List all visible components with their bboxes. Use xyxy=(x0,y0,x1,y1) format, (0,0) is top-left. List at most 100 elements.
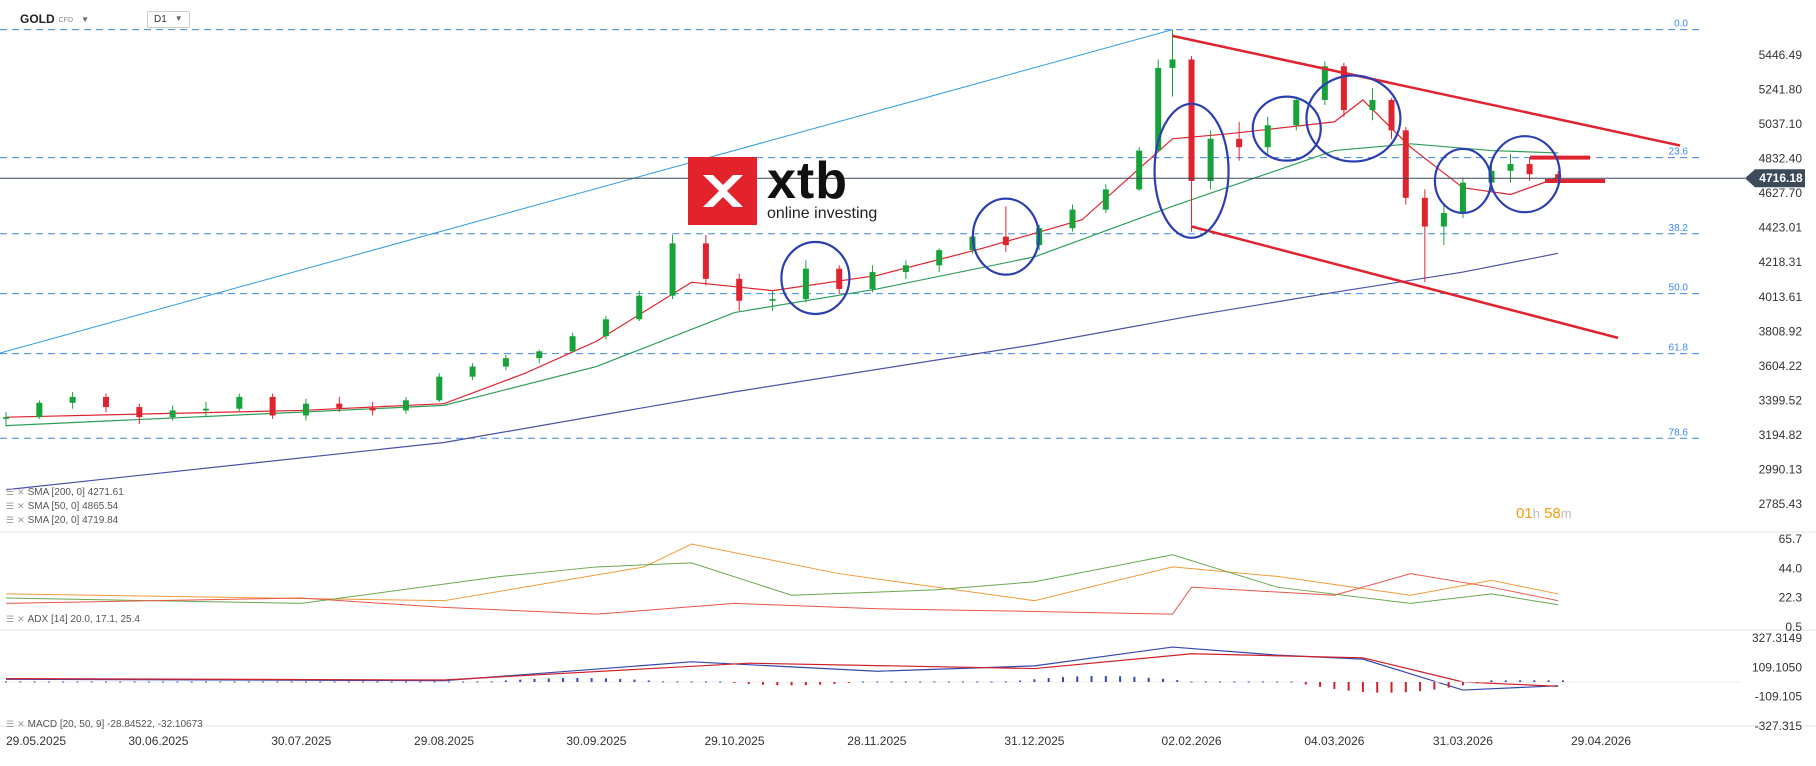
fib-level-label: 50.0 xyxy=(1669,283,1689,294)
brand-name: xtb xyxy=(767,152,848,210)
candle-body xyxy=(269,396,276,416)
price-tick-label: 3808.92 xyxy=(1759,324,1803,338)
macd-histogram-bar xyxy=(1133,676,1136,682)
macd-histogram-bar xyxy=(1376,682,1379,693)
candle-body xyxy=(202,408,209,411)
fib-trend-line xyxy=(0,29,1173,354)
price-tick-label: 3604.22 xyxy=(1759,359,1803,373)
macd-histogram-bar xyxy=(319,681,322,683)
macd-histogram-bar xyxy=(1204,681,1207,683)
list-icon[interactable]: ☰ xyxy=(6,501,15,511)
macd-histogram-bar xyxy=(1119,676,1122,682)
close-icon[interactable]: ✕ xyxy=(17,515,25,525)
candle-body xyxy=(1388,99,1395,131)
macd-histogram-bar xyxy=(1176,680,1179,682)
fib-level-label: 78.6 xyxy=(1669,427,1689,438)
price-tick-label: 3194.82 xyxy=(1759,428,1803,442)
macd-histogram-bar xyxy=(1461,682,1464,686)
chevron-down-icon[interactable]: ▼ xyxy=(174,13,183,23)
price-tick-label: 3399.52 xyxy=(1759,393,1803,407)
close-icon[interactable]: ✕ xyxy=(17,487,25,497)
macd-histogram-bar xyxy=(433,681,436,683)
symbol-sub-label: CFD xyxy=(58,17,74,24)
countdown-h-unit: h xyxy=(1532,506,1540,521)
sma200-legend[interactable]: ☰ ✕ SMA [200, 0] 4271.61 xyxy=(6,487,124,498)
price-tick-label: 2785.43 xyxy=(1759,497,1803,511)
sma20-legend[interactable]: ☰ ✕ SMA [20, 0] 4719.84 xyxy=(6,515,118,526)
candle-body xyxy=(1421,197,1428,227)
adx-tick-label: 65.7 xyxy=(1779,532,1803,546)
macd-histogram-bar xyxy=(562,678,565,682)
fib-level-label: 23.6 xyxy=(1669,147,1689,158)
timeframe-label: D1 xyxy=(153,13,167,25)
list-icon[interactable]: ☰ xyxy=(6,614,15,624)
macd-histogram-bar xyxy=(662,681,665,683)
macd-histogram-bar xyxy=(419,681,422,683)
macd-histogram-bar xyxy=(1019,680,1022,682)
candle-body xyxy=(569,336,576,352)
candle-body xyxy=(902,265,909,273)
macd-histogram-bar xyxy=(104,681,107,683)
candle-body xyxy=(1002,236,1009,246)
macd-histogram-bar xyxy=(447,681,450,683)
candle-body xyxy=(636,295,643,320)
adx-legend-text: ADX [14] 20.0, 17.1, 25.4 xyxy=(27,614,140,625)
macd-histogram-bar xyxy=(1476,682,1479,683)
channel-upper-line xyxy=(1172,34,1681,147)
close-icon[interactable]: ✕ xyxy=(17,719,25,729)
close-icon[interactable]: ✕ xyxy=(17,501,25,511)
di-plus-line xyxy=(5,554,1559,606)
macd-histogram-bar xyxy=(976,681,979,683)
macd-histogram-bar xyxy=(1504,680,1507,682)
macd-line xyxy=(5,646,1559,691)
price-tick-label: 4832.40 xyxy=(1759,152,1803,166)
macd-histogram-bar xyxy=(633,679,636,682)
list-icon[interactable]: ☰ xyxy=(6,487,15,497)
price-tick-label: 4423.01 xyxy=(1759,221,1803,235)
candle-body xyxy=(436,376,443,401)
macd-histogram-bar xyxy=(1076,676,1079,682)
list-icon[interactable]: ☰ xyxy=(6,719,15,729)
candle-body xyxy=(1169,59,1176,68)
macd-histogram-bar xyxy=(333,681,336,683)
candle-body xyxy=(1507,164,1514,171)
macd-histogram-bar xyxy=(933,681,936,683)
price-tick-label: 4218.31 xyxy=(1759,255,1803,269)
macd-tick-label: 109.1050 xyxy=(1752,660,1802,674)
macd-histogram-bar xyxy=(1419,682,1422,692)
timeframe-selector[interactable]: D1 ▼ xyxy=(146,10,190,28)
macd-tick-label: -327.315 xyxy=(1755,719,1803,733)
date-tick-label: 30.09.2025 xyxy=(566,734,626,748)
list-icon[interactable]: ☰ xyxy=(6,515,15,525)
candle-body xyxy=(69,396,76,403)
symbol-selector[interactable]: GOLD CFD ▼ xyxy=(20,12,89,26)
x-mark-icon xyxy=(702,175,743,207)
macd-histogram-bar xyxy=(1104,675,1107,682)
macd-histogram-bar xyxy=(619,678,622,682)
macd-legend[interactable]: ☰ ✕ MACD [20, 50, 9] -28.84522, -32.1067… xyxy=(6,719,203,730)
macd-histogram-bar xyxy=(1233,681,1236,683)
candle-body xyxy=(3,417,9,419)
sma20-legend-text: SMA [20, 0] 4719.84 xyxy=(27,515,119,526)
candle-body xyxy=(36,402,43,418)
chevron-down-icon[interactable]: ▼ xyxy=(81,14,89,24)
macd-tick-label: -109.105 xyxy=(1755,690,1803,704)
macd-histogram-bar xyxy=(1390,682,1393,693)
candle-body xyxy=(369,407,376,411)
macd-histogram-bar xyxy=(47,681,50,683)
candle-body xyxy=(1402,130,1409,198)
sma50-legend[interactable]: ☰ ✕ SMA [50, 0] 4865.54 xyxy=(6,501,118,512)
macd-histogram-bar xyxy=(1561,680,1564,682)
date-tick-label: 28.11.2025 xyxy=(847,734,906,748)
macd-histogram-bar xyxy=(62,681,65,683)
macd-histogram-bar xyxy=(862,681,865,683)
candle-body xyxy=(1526,164,1533,175)
date-tick-label: 29.10.2025 xyxy=(704,734,764,748)
macd-histogram-bar xyxy=(1333,682,1336,689)
close-icon[interactable]: ✕ xyxy=(17,614,25,624)
macd-histogram-bar xyxy=(547,678,550,682)
macd-histogram-bar xyxy=(847,682,850,684)
adx-legend[interactable]: ☰ ✕ ADX [14] 20.0, 17.1, 25.4 xyxy=(6,614,140,625)
